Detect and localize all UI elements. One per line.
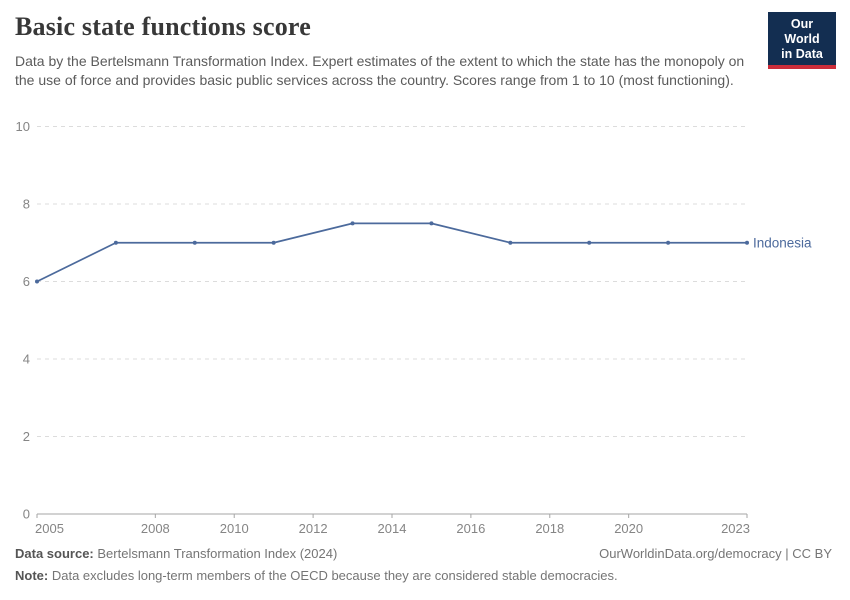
series-point — [35, 279, 39, 284]
line-chart: 0 2 4 6 8 10 2005 2008 2010 2012 2014 2016 2018 2020 2… — [16, 119, 813, 536]
chart-footer: Data source: Bertelsmann Transformation … — [15, 546, 832, 583]
page-title: Basic state functions score — [15, 12, 311, 41]
x-axis-tick-label: 2023 — [721, 521, 750, 536]
series-line — [36, 222, 747, 283]
x-axis-tick-label: 2005 — [35, 521, 64, 536]
y-axis-tick-label: 4 — [23, 352, 30, 367]
x-axis-tick-label: 2012 — [299, 521, 328, 536]
x-axis-tick-label: 2008 — [141, 521, 170, 536]
series-point — [192, 240, 197, 245]
y-axis-tick-label: 2 — [23, 429, 30, 444]
data-source-text: Bertelsmann Transformation Index (2024) — [97, 546, 338, 561]
y-axis-tick-label: 8 — [23, 197, 30, 212]
footer-link[interactable]: OurWorldinData.org/democracy | CC BY — [599, 546, 832, 561]
owid-logo-red-bar — [768, 65, 836, 70]
owid-logo-line2: in Data — [781, 46, 823, 61]
series-point — [350, 221, 355, 226]
footer-note-text: Data excludes long-term members of the O… — [51, 568, 618, 583]
series-point — [508, 240, 513, 245]
owid-logo-box: Our World in Data — [768, 12, 836, 66]
series-end-label: Indonesia — [753, 235, 812, 250]
x-axis-tick-label: 2014 — [378, 521, 407, 536]
data-source-label: Data source: — [15, 546, 94, 561]
series-point — [587, 240, 592, 245]
x-axis-tick-label: 2010 — [220, 521, 249, 536]
series-point — [271, 240, 276, 245]
owid-logo[interactable]: Our World in Data — [768, 12, 836, 70]
series-point — [745, 240, 749, 245]
footer-note-label: Note: — [15, 568, 49, 583]
y-axis-tick-label: 6 — [23, 274, 30, 289]
data-source: Data source: Bertelsmann Transformation … — [15, 546, 337, 561]
footer-note: Note: Data excludes long-term members of… — [15, 568, 832, 583]
x-axis-tick-label: 2018 — [535, 521, 564, 536]
chart-subtitle: Data by the Bertelsmann Transformation I… — [15, 53, 745, 88]
x-axis-tick-label: 2020 — [614, 521, 643, 536]
series-point — [666, 240, 671, 245]
x-axis-tick-label: 2016 — [456, 521, 485, 536]
y-axis-tick-label: 10 — [16, 119, 30, 134]
series-point — [429, 221, 434, 226]
owid-logo-line1: Our World — [784, 17, 820, 46]
series-point — [113, 240, 118, 245]
y-axis-tick-label: 0 — [23, 507, 30, 522]
